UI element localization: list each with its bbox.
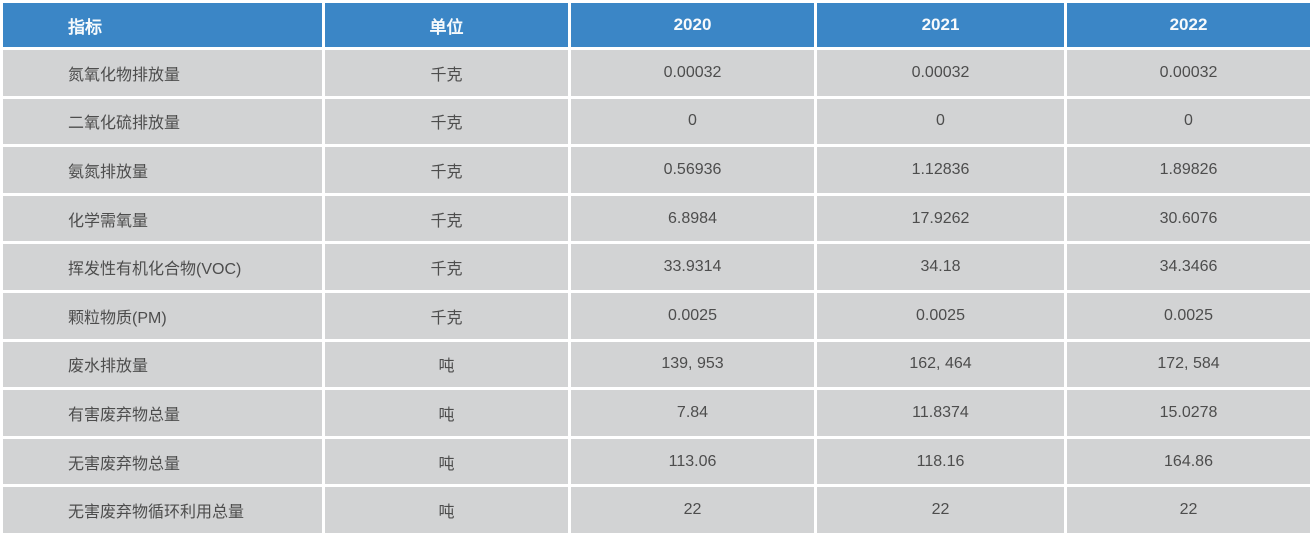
value-cell-2022: 0.0025 <box>1067 292 1310 339</box>
value-cell-2021: 0 <box>817 98 1064 145</box>
table-row: 氨氮排放量 千克 0.56936 1.12836 1.89826 <box>3 147 1310 193</box>
value-cell-2020: 22 <box>571 487 814 533</box>
row-unit: 吨 <box>325 341 568 388</box>
value-cell-2020: 7.84 <box>571 390 814 436</box>
value-cell-2021: 0.00032 <box>817 50 1064 96</box>
value-cell-2022: 164.86 <box>1067 438 1310 485</box>
row-label: 颗粒物质(PM) <box>3 292 322 339</box>
header-row: 指标 单位 2020 2021 2022 <box>3 3 1310 47</box>
value-cell-2020: 0.00032 <box>571 50 814 96</box>
table-row: 挥发性有机化合物(VOC) 千克 33.9314 34.18 34.3466 <box>3 244 1310 290</box>
value-cell-2020: 0 <box>571 98 814 145</box>
value-cell-2021: 11.8374 <box>817 390 1064 436</box>
value-cell-2022: 34.3466 <box>1067 244 1310 290</box>
value-cell-2021: 162, 464 <box>817 341 1064 388</box>
row-label: 氨氮排放量 <box>3 147 322 193</box>
value-cell-2022: 15.0278 <box>1067 390 1310 436</box>
table-row: 颗粒物质(PM) 千克 0.0025 0.0025 0.0025 <box>3 292 1310 339</box>
row-unit: 千克 <box>325 195 568 242</box>
row-unit: 吨 <box>325 487 568 533</box>
value-cell-2022: 0 <box>1067 98 1310 145</box>
value-cell-2022: 30.6076 <box>1067 195 1310 242</box>
table-row: 二氧化硫排放量 千克 0 0 0 <box>3 98 1310 145</box>
row-label: 氮氧化物排放量 <box>3 50 322 96</box>
value-cell-2020: 113.06 <box>571 438 814 485</box>
value-cell-2020: 33.9314 <box>571 244 814 290</box>
table-row: 废水排放量吨 139, 953 162, 464 172, 584 <box>3 341 1310 388</box>
row-unit: 千克 <box>325 147 568 193</box>
header-year-2020: 2020 <box>571 3 814 47</box>
table-row: 化学需氧量 千克 6.8984 17.9262 30.6076 <box>3 195 1310 242</box>
table-row: 有害废弃物总量吨 7.84 11.8374 15.0278 <box>3 390 1310 436</box>
table-row: 无害废弃物总量吨 113.06 118.16 164.86 <box>3 438 1310 485</box>
value-cell-2020: 0.56936 <box>571 147 814 193</box>
value-cell-2022: 22 <box>1067 487 1310 533</box>
table-row: 无害废弃物循环利用总量吨 22 22 22 <box>3 487 1310 533</box>
row-unit: 吨 <box>325 390 568 436</box>
row-unit: 千克 <box>325 98 568 145</box>
table-header: 指标 单位 2020 2021 2022 <box>3 3 1310 47</box>
row-label: 无害废弃物总量 <box>3 438 322 485</box>
row-unit: 千克 <box>325 50 568 96</box>
row-label: 废水排放量 <box>3 341 322 388</box>
row-label: 二氧化硫排放量 <box>3 98 322 145</box>
value-cell-2021: 1.12836 <box>817 147 1064 193</box>
value-cell-2022: 1.89826 <box>1067 147 1310 193</box>
value-cell-2020: 6.8984 <box>571 195 814 242</box>
table-body: 氮氧化物排放量 千克 0.00032 0.00032 0.00032 二氧化硫排放量 千克 0… <box>3 50 1310 533</box>
row-unit: 吨 <box>325 438 568 485</box>
header-year-2022: 2022 <box>1067 3 1310 47</box>
row-label: 挥发性有机化合物(VOC) <box>3 244 322 290</box>
header-indicator: 指标 <box>3 3 322 47</box>
value-cell-2021: 22 <box>817 487 1064 533</box>
value-cell-2022: 172, 584 <box>1067 341 1310 388</box>
row-label: 化学需氧量 <box>3 195 322 242</box>
value-cell-2020: 0.0025 <box>571 292 814 339</box>
row-unit: 千克 <box>325 244 568 290</box>
row-label: 有害废弃物总量 <box>3 390 322 436</box>
value-cell-2021: 0.0025 <box>817 292 1064 339</box>
row-label: 无害废弃物循环利用总量 <box>3 487 322 533</box>
table-row: 氮氧化物排放量 千克 0.00032 0.00032 0.00032 <box>3 50 1310 96</box>
header-year-2021: 2021 <box>817 3 1064 47</box>
value-cell-2020: 139, 953 <box>571 341 814 388</box>
value-cell-2021: 17.9262 <box>817 195 1064 242</box>
value-cell-2022: 0.00032 <box>1067 50 1310 96</box>
value-cell-2021: 34.18 <box>817 244 1064 290</box>
value-cell-2021: 118.16 <box>817 438 1064 485</box>
row-unit: 千克 <box>325 292 568 339</box>
header-unit: 单位 <box>325 3 568 47</box>
